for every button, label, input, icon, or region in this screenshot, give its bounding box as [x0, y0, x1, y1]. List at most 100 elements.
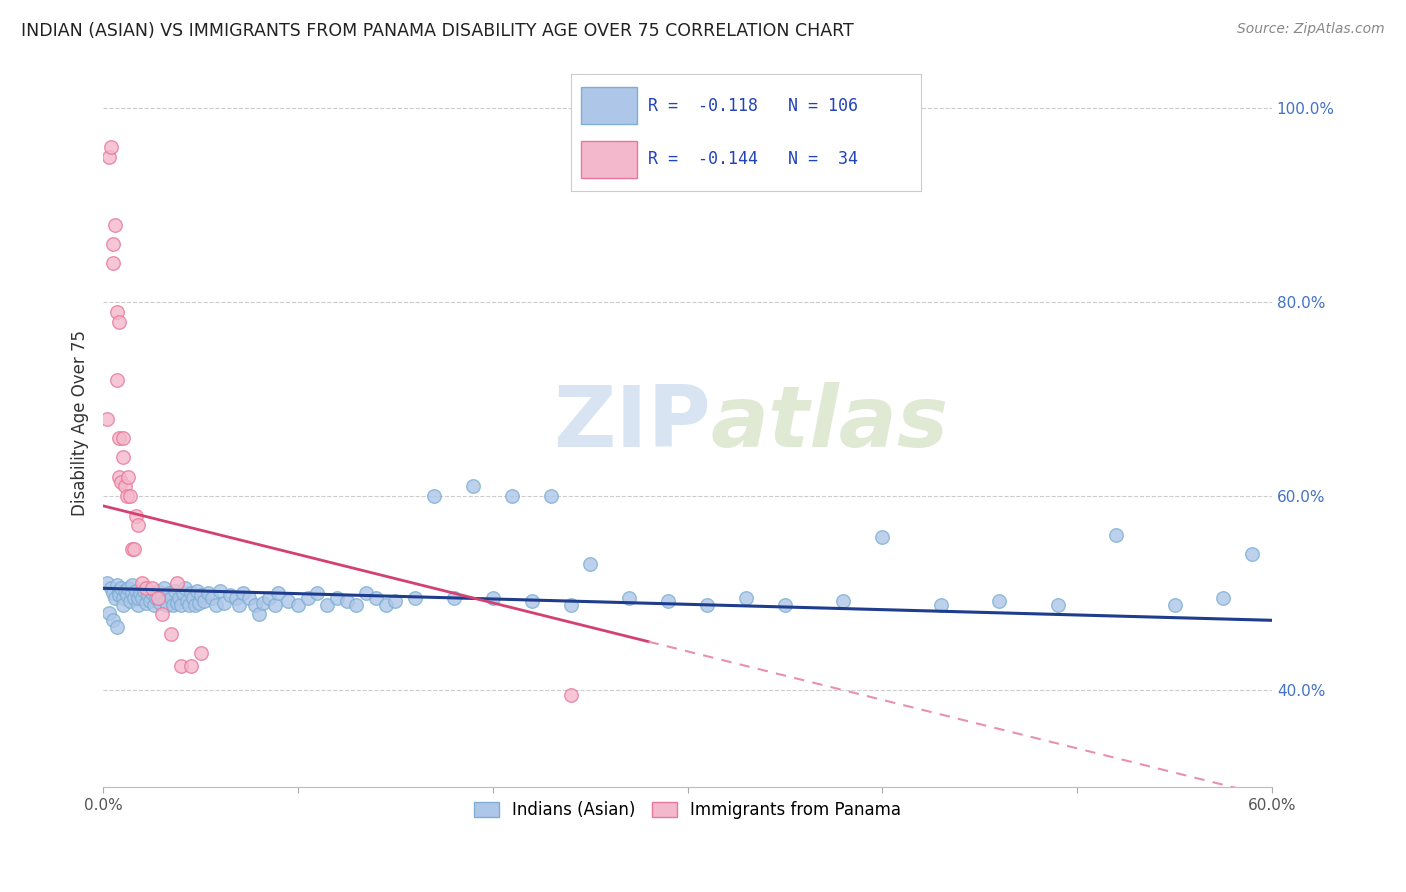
Point: [145, 591, 167, 605]
Point: [443, 591, 465, 605]
Point: [540, 489, 562, 503]
Point: [520, 594, 543, 608]
Point: [107, 588, 129, 602]
Point: [735, 591, 758, 605]
Point: [101, 256, 124, 270]
Point: [101, 613, 124, 627]
Point: [131, 576, 153, 591]
Point: [832, 594, 855, 608]
Point: [107, 469, 129, 483]
Point: [218, 588, 240, 602]
Point: [111, 591, 134, 605]
Point: [162, 598, 184, 612]
Point: [160, 627, 183, 641]
Point: [384, 594, 406, 608]
Point: [326, 591, 349, 605]
Point: [463, 479, 485, 493]
Point: [114, 584, 136, 599]
Point: [105, 305, 128, 319]
Y-axis label: Disability Age Over 75: Disability Age Over 75: [72, 330, 89, 516]
Point: [98, 150, 121, 164]
Point: [193, 594, 215, 608]
Point: [197, 586, 219, 600]
Point: [104, 218, 127, 232]
Point: [172, 586, 194, 600]
Point: [114, 479, 136, 493]
Point: [404, 591, 426, 605]
Point: [136, 588, 159, 602]
Point: [121, 586, 143, 600]
Point: [929, 598, 952, 612]
Point: [208, 584, 231, 599]
Point: [155, 594, 177, 608]
Point: [135, 596, 157, 610]
Point: [364, 591, 387, 605]
Point: [1105, 528, 1128, 542]
Point: [1241, 547, 1264, 561]
Point: [111, 450, 134, 465]
Point: [157, 586, 180, 600]
Point: [117, 582, 139, 596]
Point: [107, 431, 129, 445]
Point: [165, 584, 187, 599]
Point: [501, 489, 523, 503]
Point: [101, 236, 124, 251]
Point: [1046, 598, 1069, 612]
Point: [354, 586, 377, 600]
Point: [297, 591, 319, 605]
Point: [560, 688, 582, 702]
Point: [201, 591, 224, 605]
Point: [107, 314, 129, 328]
Point: [228, 598, 250, 612]
Point: [238, 591, 260, 605]
Point: [125, 584, 148, 599]
Point: [263, 598, 285, 612]
Point: [101, 586, 124, 600]
Text: Source: ZipAtlas.com: Source: ZipAtlas.com: [1237, 22, 1385, 37]
Point: [132, 584, 155, 599]
Point: [617, 591, 640, 605]
Point: [180, 586, 202, 600]
Point: [117, 469, 139, 483]
Point: [105, 578, 128, 592]
Point: [307, 586, 329, 600]
Point: [160, 591, 183, 605]
Point: [374, 598, 396, 612]
Point: [336, 594, 359, 608]
Point: [150, 607, 173, 622]
Point: [110, 475, 132, 489]
Point: [773, 598, 796, 612]
Text: ZIP: ZIP: [553, 382, 711, 465]
Point: [120, 594, 142, 608]
Point: [127, 598, 149, 612]
Point: [96, 411, 118, 425]
Point: [170, 659, 193, 673]
Text: INDIAN (ASIAN) VS IMMIGRANTS FROM PANAMA DISABILITY AGE OVER 75 CORRELATION CHAR: INDIAN (ASIAN) VS IMMIGRANTS FROM PANAMA…: [21, 22, 853, 40]
Point: [170, 598, 193, 612]
Point: [98, 606, 121, 620]
Point: [146, 584, 169, 599]
Point: [115, 588, 138, 602]
Point: [120, 489, 142, 503]
Point: [190, 646, 212, 660]
Point: [111, 598, 134, 612]
Point: [156, 598, 179, 612]
Point: [183, 598, 205, 612]
Point: [872, 530, 894, 544]
Point: [423, 489, 446, 503]
Point: [696, 598, 718, 612]
Point: [105, 620, 128, 634]
Point: [166, 576, 188, 591]
Point: [100, 140, 122, 154]
Point: [141, 582, 163, 596]
Point: [166, 596, 188, 610]
Point: [107, 584, 129, 599]
Point: [579, 557, 602, 571]
Point: [127, 518, 149, 533]
Point: [247, 607, 270, 622]
Point: [146, 591, 169, 605]
Point: [181, 591, 204, 605]
Point: [150, 588, 173, 602]
Point: [125, 508, 148, 523]
Point: [1212, 591, 1234, 605]
